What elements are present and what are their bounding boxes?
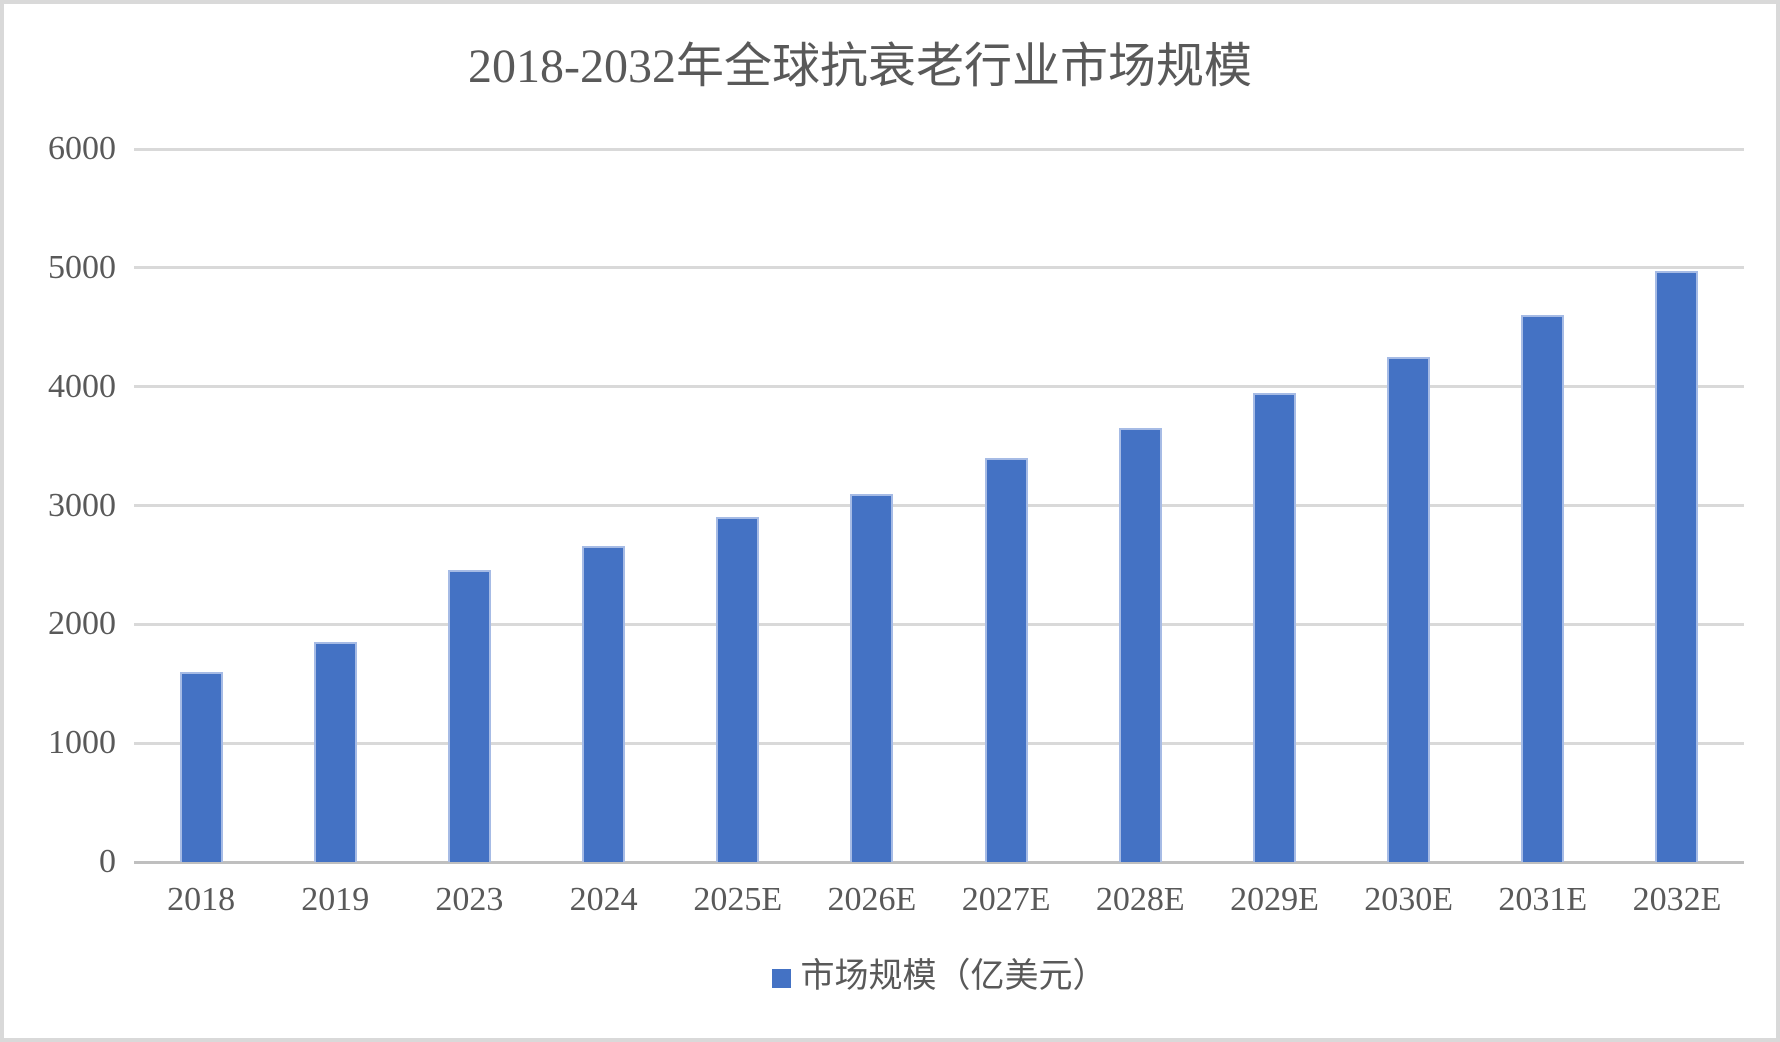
bar-2028E [1118,428,1162,862]
bar-slot-2031E [1476,149,1610,862]
bar-2023 [447,569,491,862]
y-tick-label-4000: 4000 [48,367,116,405]
y-tick-label-5000: 5000 [48,248,116,286]
x-tick-label-2031E: 2031E [1498,881,1588,918]
y-tick-label-6000: 6000 [48,130,116,167]
legend-label: 市场规模（亿美元） [800,958,1107,995]
bar-2030E [1387,356,1431,862]
bar-slot-2024 [537,149,671,862]
bar-2031E [1521,315,1565,862]
x-tick-label-2018: 2018 [167,881,236,918]
x-tick-label-2025E: 2025E [693,881,783,918]
y-tick-label-3000: 3000 [48,486,116,524]
bar-2024 [582,545,626,862]
bar-slot-2023 [402,149,536,862]
y-tick-label-2000: 2000 [48,605,116,643]
x-tick-label-2030E: 2030E [1364,881,1454,918]
bar-2029E [1252,392,1296,862]
gridline-6000 [134,147,1744,151]
gridline-5000 [134,266,1744,270]
y-tick-label-1000: 1000 [48,724,116,762]
x-tick-label-2028E: 2028E [1095,881,1185,918]
x-tick-label-2019: 2019 [301,881,370,918]
gridline-4000 [134,385,1744,389]
gridline-3000 [134,504,1744,507]
plot-area [134,147,1744,864]
bar-slot-2025E [671,149,805,862]
bar-slot-2028E [1073,149,1207,862]
x-axis-labels: 2018 2019 2023 2024 2025E 2026E 2027E 2028E 2029… [134,878,1744,922]
bar-slot-2032E [1610,149,1744,862]
bar-slot-2026E [805,149,939,862]
legend: 市场规模（亿美元） [134,956,1744,998]
bar-2026E [850,493,894,862]
x-tick-label-2032E: 2032E [1632,881,1722,918]
chart-title: 2018-2032年全球抗衰老行业市场规模 [468,40,1252,93]
bar-2025E [716,517,760,862]
bar-2027E [984,457,1028,862]
legend-marker-icon [771,969,791,988]
x-tick-label-2029E: 2029E [1230,881,1319,918]
bar-series [134,149,1744,862]
x-axis-line [134,860,1744,864]
bar-slot-2027E [939,149,1073,862]
bar-2019 [313,642,357,862]
bar-slot-2030E [1342,149,1476,862]
bar-slot-2019 [268,149,402,862]
y-tick-label-0: 0 [99,843,116,880]
bar-slot-2018 [134,149,268,862]
x-tick-label-2024: 2024 [569,881,638,918]
x-tick-label-2023: 2023 [435,881,504,918]
bar-2032E [1655,271,1699,862]
bar-slot-2029E [1207,149,1341,862]
x-tick-label-2027E: 2027E [961,881,1051,918]
gridline-1000 [134,741,1744,745]
bar-2018 [179,671,223,862]
x-tick-label-2026E: 2026E [827,881,917,918]
gridline-2000 [134,622,1744,626]
